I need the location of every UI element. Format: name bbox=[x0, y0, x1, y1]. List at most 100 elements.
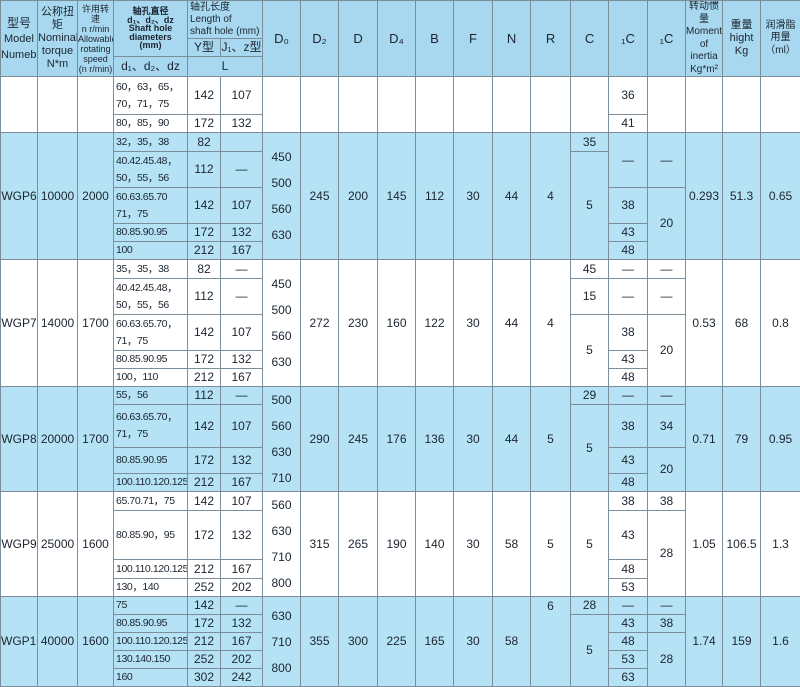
table-cell: 302 bbox=[188, 669, 221, 687]
table-cell: — bbox=[221, 152, 263, 188]
col-header-shaft-diameters: 轴孔直径 d₁、d₂、dz Shaft hole diameters (mm) bbox=[114, 1, 188, 57]
table-cell: 230 bbox=[339, 260, 378, 387]
table-cell: 167 bbox=[221, 560, 263, 579]
table-cell: 20 bbox=[648, 315, 686, 387]
table-cell: 1.3 bbox=[761, 492, 800, 597]
table-cell: 132 bbox=[221, 448, 263, 474]
table-cell: 43 bbox=[609, 351, 648, 369]
table-cell: 80.85.90.95 bbox=[114, 615, 188, 633]
col-header-shaft-length: 轴孔长度 Length of shaft hole (mm) bbox=[188, 1, 263, 39]
table-cell: 38 bbox=[648, 492, 686, 511]
table-cell: 2000 bbox=[78, 133, 114, 260]
col-header-torque: 公称扭矩 Nominal torque N*m bbox=[38, 1, 78, 77]
table-cell: 5 bbox=[571, 315, 609, 387]
table-cell: 245 bbox=[301, 133, 339, 260]
table-cell: 106.5 bbox=[723, 492, 761, 597]
col-header-r: R bbox=[531, 1, 571, 77]
table-cell: 100.110.120.125 bbox=[114, 560, 188, 579]
table-cell: 10000 bbox=[38, 133, 78, 260]
table-cell: 167 bbox=[221, 369, 263, 387]
table-cell: 30 bbox=[454, 387, 493, 492]
col-header-c2: ₁C bbox=[648, 1, 686, 77]
table-cell: 5 bbox=[571, 615, 609, 687]
table-cell: WGP6 bbox=[1, 133, 38, 260]
table-cell-empty bbox=[38, 77, 78, 133]
table-cell: 315 bbox=[301, 492, 339, 597]
table-cell: 82 bbox=[188, 133, 221, 152]
table-cell: 132 bbox=[221, 224, 263, 242]
table-cell: 48 bbox=[609, 633, 648, 651]
table-cell-empty bbox=[416, 77, 454, 133]
table-cell: 43 bbox=[609, 448, 648, 474]
table-cell: 160 bbox=[378, 260, 416, 387]
table-cell: 80.85.90.95 bbox=[114, 224, 188, 242]
table-cell: 245 bbox=[339, 387, 378, 492]
table-cell-empty bbox=[221, 133, 263, 152]
table-cell: 79 bbox=[723, 387, 761, 492]
table-cell-empty bbox=[78, 77, 114, 133]
table-cell: 60.63.65.70， 71，75 bbox=[114, 315, 188, 351]
model-header-zh: 型号 bbox=[1, 15, 37, 31]
table-cell-empty bbox=[263, 77, 301, 133]
table-cell: 30 bbox=[454, 260, 493, 387]
table-cell: 60.63.65.70 71，75 bbox=[114, 188, 188, 224]
table-cell-empty bbox=[531, 77, 571, 133]
table-cell: WGP9 bbox=[1, 492, 38, 597]
table-cell: 107 bbox=[221, 315, 263, 351]
table-cell: 65.70.71，75 bbox=[114, 492, 188, 511]
table-cell: 53 bbox=[609, 579, 648, 597]
table-cell: 28 bbox=[648, 633, 686, 687]
table-cell: 45 bbox=[571, 260, 609, 279]
table-cell: 212 bbox=[188, 474, 221, 492]
col-header-d2: D₂ bbox=[301, 1, 339, 77]
table-cell: 75 bbox=[114, 597, 188, 615]
table-cell: 5 bbox=[531, 492, 571, 597]
table-cell: WGP7 bbox=[1, 260, 38, 387]
table-cell: 80.85.90.95 bbox=[114, 351, 188, 369]
table-cell-empty bbox=[761, 77, 800, 133]
table-cell: 44 bbox=[493, 387, 531, 492]
table-cell: 142 bbox=[188, 188, 221, 224]
table-cell: 36 bbox=[609, 77, 648, 115]
table-cell: 0.71 bbox=[686, 387, 723, 492]
table-cell: 355 bbox=[301, 597, 339, 687]
table-cell: 107 bbox=[221, 405, 263, 448]
col-header-model: 型号ModelNumeber bbox=[1, 1, 38, 77]
table-cell: 172 bbox=[188, 615, 221, 633]
table-cell: — bbox=[609, 133, 648, 188]
table-cell: 165 bbox=[416, 597, 454, 687]
table-cell: 132 bbox=[221, 115, 263, 133]
table-cell: 5 bbox=[571, 405, 609, 492]
table-cell: 80，85，90 bbox=[114, 115, 188, 133]
col-header-b: B bbox=[416, 1, 454, 77]
table-cell: — bbox=[221, 279, 263, 315]
model-header-en: Model bbox=[1, 31, 37, 47]
table-cell: 0.53 bbox=[686, 260, 723, 387]
table-cell: 80.85.90，95 bbox=[114, 511, 188, 560]
table-cell: 142 bbox=[188, 77, 221, 115]
table-cell-empty bbox=[648, 77, 686, 133]
table-cell: 20 bbox=[648, 188, 686, 260]
table-cell: 100.110.120.125 bbox=[114, 474, 188, 492]
col-header-d4: D₄ bbox=[378, 1, 416, 77]
table-cell: 4 bbox=[531, 260, 571, 387]
table-cell: 252 bbox=[188, 579, 221, 597]
table-cell: 58 bbox=[493, 597, 531, 687]
col-header-c: C bbox=[571, 1, 609, 77]
table-cell: 34 bbox=[648, 405, 686, 448]
table-cell: 122 bbox=[416, 260, 454, 387]
table-cell: 212 bbox=[188, 633, 221, 651]
table-cell: 112 bbox=[188, 279, 221, 315]
table-cell: 212 bbox=[188, 369, 221, 387]
table-cell: 40.42.45.48， 50，55，56 bbox=[114, 279, 188, 315]
table-cell: 136 bbox=[416, 387, 454, 492]
table-cell: 53 bbox=[609, 651, 648, 669]
table-cell: 68 bbox=[723, 260, 761, 387]
table-cell: 300 bbox=[339, 597, 378, 687]
